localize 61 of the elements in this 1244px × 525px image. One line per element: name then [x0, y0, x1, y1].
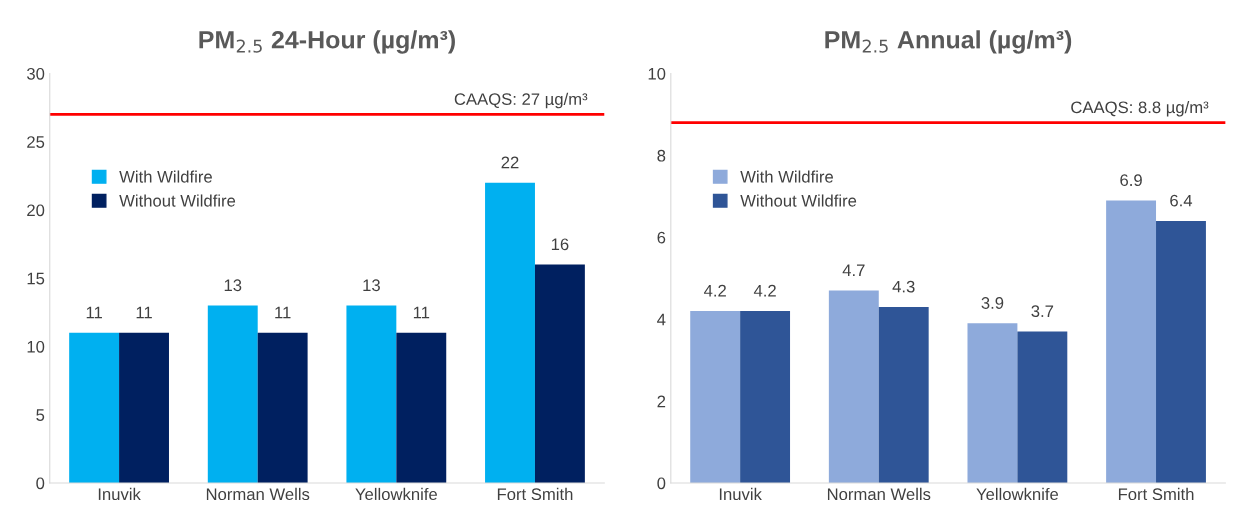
bar: [967, 323, 1018, 483]
chart-title: PM$_{2.5}$ 24-Hour (µg/m³): [199, 30, 455, 54]
bar: [257, 332, 308, 483]
y-tick-label: 0: [657, 477, 666, 490]
ref-line-label: CAAQS: 8.8 µg/m³: [1071, 100, 1209, 117]
data-label: 22: [501, 156, 519, 169]
x-tick-label: Fort Smith: [1118, 487, 1194, 501]
y-tick-label: 0: [36, 477, 45, 490]
legend-label: Without Wildfire: [740, 194, 857, 207]
bar: [119, 332, 169, 483]
x-tick-label: Yellowknife: [976, 487, 1059, 501]
data-label: 3.7: [1031, 305, 1054, 318]
y-tick-label: 8: [657, 149, 666, 162]
data-label: 4.3: [892, 280, 915, 293]
y-tick-label: 6: [657, 231, 666, 244]
x-tick-label: Fort Smith: [497, 487, 573, 501]
bar: [534, 264, 585, 483]
bar: [346, 305, 397, 483]
y-tick-label: 25: [27, 136, 45, 148]
data-label: 11: [136, 306, 152, 319]
data-label: 4.2: [753, 284, 776, 297]
y-tick-label: 5: [36, 409, 45, 421]
x-tick-label: Norman Wells: [827, 487, 931, 501]
bar: [1106, 200, 1157, 483]
data-label: 4.2: [703, 284, 726, 297]
bar: [878, 306, 929, 483]
y-tick-label: 4: [657, 313, 666, 326]
legend-label: With Wildfire: [740, 170, 833, 183]
y-tick-label: 20: [27, 204, 45, 217]
data-label: 16: [551, 238, 569, 251]
bar: [396, 332, 447, 483]
y-tick-label: 10: [648, 67, 666, 80]
data-label: 4.7: [842, 264, 865, 276]
x-tick-label: Inuvik: [719, 487, 762, 501]
ref-line-label: CAAQS: 27 µg/m³: [454, 92, 588, 109]
x-tick-label: Norman Wells: [206, 487, 310, 501]
bar: [828, 290, 879, 483]
bar: [1017, 331, 1068, 483]
data-label: 3.9: [981, 297, 1004, 309]
legend-label: Without Wildfire: [119, 194, 236, 207]
data-label: 11: [413, 306, 430, 319]
y-tick-label: 10: [27, 340, 45, 353]
y-tick-label: 2: [657, 395, 666, 408]
chart-title: PM$_{2.5}$ Annual (µg/m³): [825, 30, 1072, 54]
bar: [690, 311, 741, 483]
bar: [69, 332, 120, 483]
x-tick-label: Inuvik: [98, 487, 141, 501]
bar: [1156, 220, 1206, 483]
bar: [740, 311, 791, 483]
data-label: 11: [86, 306, 102, 319]
data-label: 13: [224, 279, 242, 292]
data-label: 6.9: [1120, 174, 1142, 187]
bar: [207, 305, 258, 483]
y-tick-label: 30: [27, 67, 45, 80]
data-label: 6.4: [1170, 194, 1193, 207]
data-label: 13: [363, 279, 380, 292]
y-tick-label: 15: [27, 272, 45, 285]
x-tick-label: Yellowknife: [355, 487, 437, 501]
bar: [485, 182, 535, 483]
legend-label: With Wildfire: [119, 170, 212, 183]
data-label: 11: [275, 306, 291, 319]
